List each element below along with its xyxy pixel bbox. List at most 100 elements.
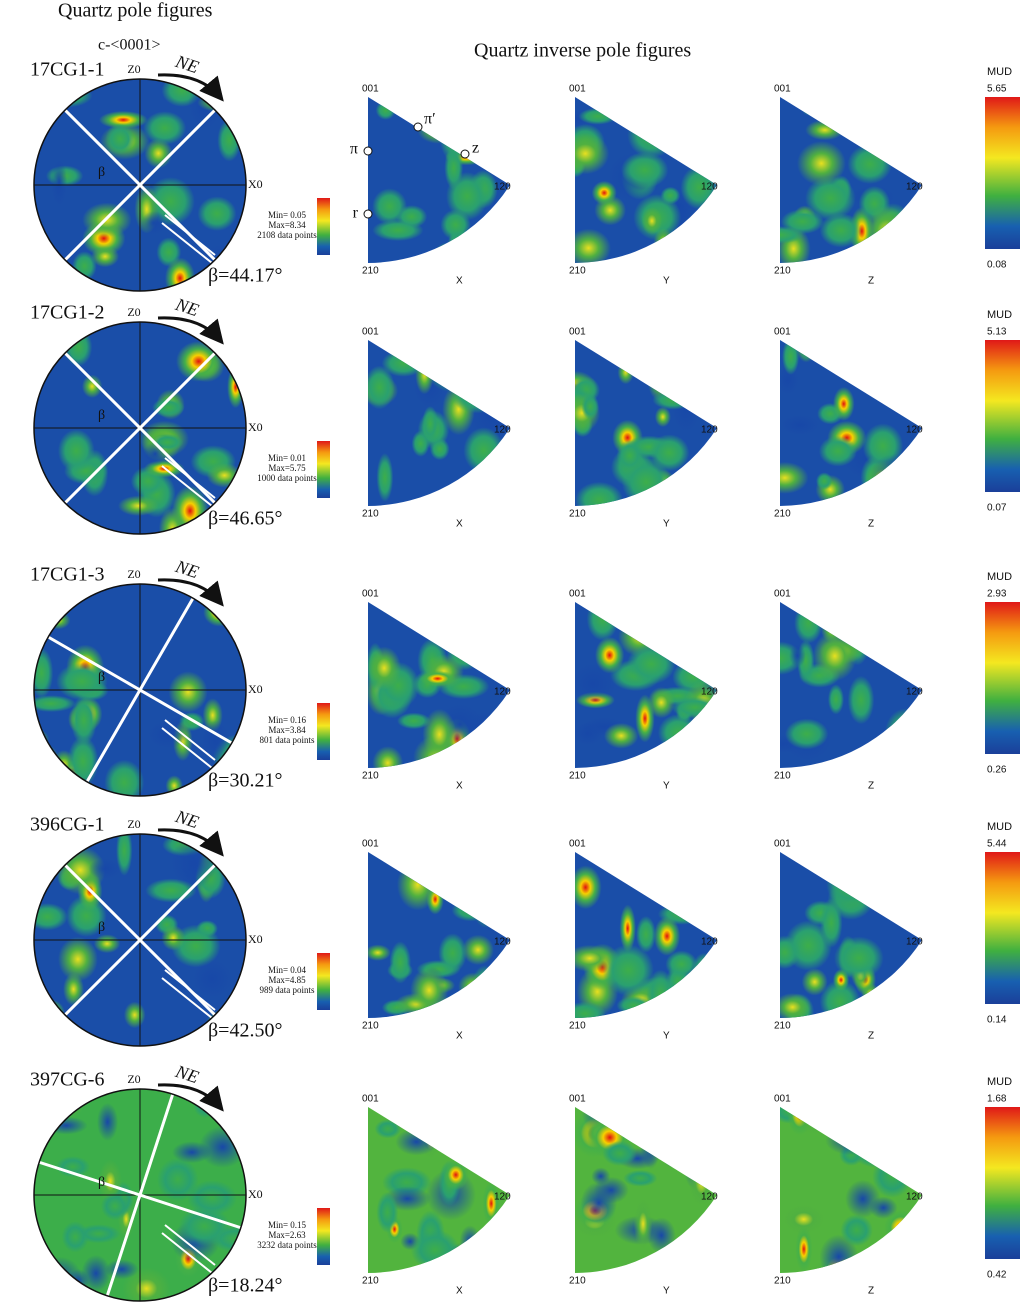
inverse-pole-figure	[575, 1107, 717, 1273]
stat-max: Max=8.34	[268, 220, 306, 230]
ipf-axis: Z	[868, 276, 874, 287]
ipf-210: 210	[774, 1276, 791, 1287]
ipf-210: 210	[362, 509, 379, 520]
texture-blob	[784, 718, 829, 750]
texture-blob	[691, 952, 717, 989]
texture-blob	[641, 602, 663, 628]
texture-blob	[165, 775, 183, 796]
mud-min: 0.08	[987, 260, 1007, 271]
texture-blob	[217, 119, 241, 162]
texture-blob	[34, 1262, 51, 1301]
ipf-210: 210	[774, 771, 791, 782]
texture-blob	[616, 996, 652, 1015]
beta-symbol: β	[98, 1175, 105, 1190]
texture-blob	[876, 852, 921, 878]
pole-title: Quartz pole figures	[58, 0, 213, 22]
ipf-210: 210	[774, 1021, 791, 1032]
texture-blob	[368, 646, 402, 690]
x0-label: X0	[248, 682, 263, 696]
texture-blob	[626, 643, 676, 685]
texture-blob	[440, 209, 471, 241]
texture-blob	[793, 1107, 841, 1136]
texture-blob	[780, 935, 801, 970]
texture-blob	[800, 97, 819, 116]
texture-blob	[396, 859, 439, 911]
stat-points: 1000 data points	[257, 473, 317, 483]
texture-blob	[591, 180, 617, 205]
mud-min: 0.14	[987, 1015, 1007, 1026]
texture-blob	[866, 1111, 897, 1138]
mini-colorbar	[317, 441, 330, 498]
inverse-pole-figure	[780, 602, 922, 768]
ipf-210: 210	[774, 266, 791, 277]
beta-symbol: β	[98, 920, 105, 935]
beta-angle: β=30.21°	[208, 770, 282, 792]
texture-blob	[687, 214, 711, 240]
texture-blob	[372, 219, 424, 242]
ipf-001: 001	[362, 84, 379, 95]
ipf-120: 120	[494, 425, 511, 436]
texture-blob	[666, 986, 713, 1008]
texture-blob	[641, 206, 663, 235]
texture-blob	[34, 845, 53, 870]
texture-blob	[663, 1148, 684, 1168]
texture-blob	[235, 322, 246, 344]
inverse-pole-figure	[780, 340, 922, 506]
mud-label: MUD	[987, 571, 1012, 583]
texture-blob	[116, 834, 133, 876]
ipf-210: 210	[569, 771, 586, 782]
texture-blob	[198, 1126, 246, 1168]
texture-blob	[880, 243, 907, 263]
texture-blob	[861, 983, 880, 1004]
ipf-001: 001	[569, 839, 586, 850]
texture-blob	[455, 1135, 503, 1159]
stat-points: 2108 data points	[257, 230, 317, 240]
ne-arrow	[157, 316, 224, 345]
texture-blob	[808, 1107, 847, 1126]
crystal-label: r	[353, 205, 359, 222]
inverse-pole-figure	[368, 852, 510, 1018]
x0-label: X0	[248, 932, 263, 946]
texture-blob	[893, 615, 922, 652]
sample-name: 396CG-1	[30, 814, 104, 836]
texture-blob	[81, 1254, 111, 1292]
beta-angle: β=46.65°	[208, 508, 282, 530]
texture-blob	[141, 211, 167, 236]
texture-blob	[680, 852, 698, 894]
pole-figure	[34, 79, 246, 291]
texture-blob	[575, 481, 624, 506]
ipf-120: 120	[701, 937, 718, 948]
ne-arrow	[157, 578, 224, 607]
inverse-pole-figure	[575, 97, 717, 263]
texture-blob	[143, 441, 167, 467]
z0-label: Z0	[127, 817, 140, 831]
texture-blob	[447, 1239, 499, 1272]
texture-blob	[835, 107, 854, 127]
texture-blob	[37, 999, 65, 1026]
x0-label: X0	[248, 420, 263, 434]
texture-blob	[105, 1259, 139, 1280]
texture-blob	[780, 209, 825, 235]
mud-label: MUD	[987, 309, 1012, 321]
ipf-001: 001	[569, 589, 586, 600]
ipf-axis: Y	[663, 519, 670, 530]
texture-blob	[656, 615, 706, 649]
stat-min: Min= 0.15	[268, 1220, 307, 1230]
texture-blob	[143, 111, 187, 145]
ipf-001: 001	[362, 327, 379, 338]
ne-arrow	[157, 828, 224, 857]
texture-blob	[397, 712, 431, 730]
crystal-marker	[460, 149, 470, 159]
texture-blob	[688, 97, 717, 124]
ipf-210: 210	[569, 266, 586, 277]
mini-colorbar	[317, 198, 330, 255]
texture-blob	[483, 966, 507, 1017]
texture-blob	[840, 340, 858, 379]
z0-label: Z0	[127, 305, 140, 319]
texture-blob	[635, 694, 655, 743]
texture-blob	[34, 695, 76, 712]
texture-blob	[782, 1204, 825, 1235]
sample-name: 17CG1-2	[30, 302, 104, 324]
texture-blob	[88, 858, 122, 880]
